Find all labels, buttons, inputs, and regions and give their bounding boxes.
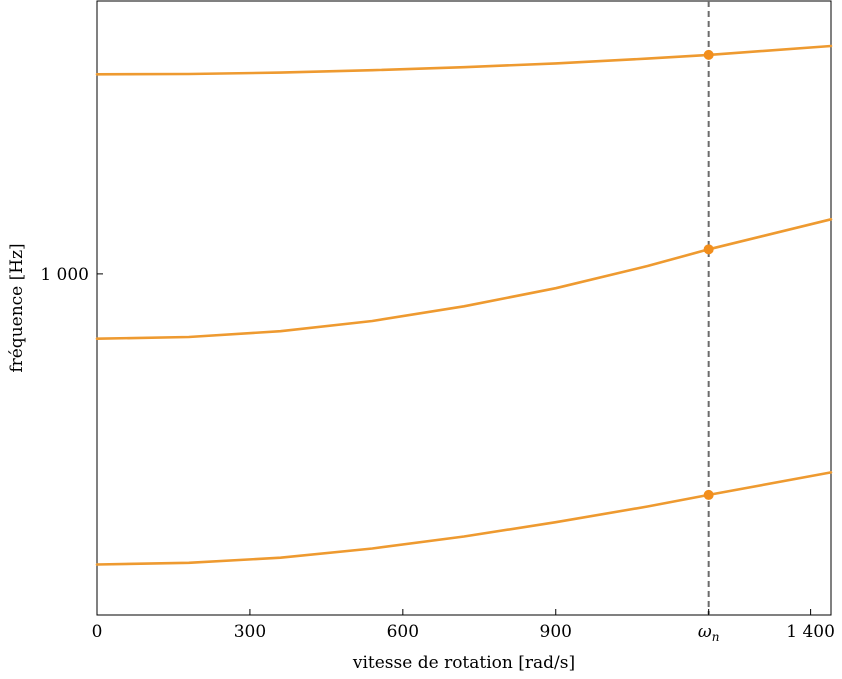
tick-layer: 0 300 600 900 ωn 1 400 1 000 [40, 265, 835, 644]
x-tick-label-3: 900 [540, 622, 572, 642]
series-layer [95, 44, 833, 566]
x-tick-label-5: 1 400 [786, 622, 835, 642]
marker-point-2 [703, 244, 714, 255]
x-axis-title: vitesse de rotation [rad/s] [352, 653, 575, 673]
x-tick-label-1: 300 [234, 622, 266, 642]
y-tick-label-0: 1 000 [40, 265, 89, 285]
marker-point-3 [703, 49, 714, 60]
x-tick-label-0: 0 [92, 622, 103, 642]
y-axis-title: fréquence [Hz] [7, 243, 27, 372]
series-line-1 [95, 471, 833, 566]
series-line-3 [95, 44, 833, 76]
marker-layer [703, 49, 714, 500]
marker-point-1 [703, 489, 714, 500]
series-line-2 [95, 218, 833, 341]
x-tick-label-4: ωn [698, 622, 720, 644]
plot-frame [96, 0, 832, 616]
x-tick-label-2: 600 [387, 622, 419, 642]
